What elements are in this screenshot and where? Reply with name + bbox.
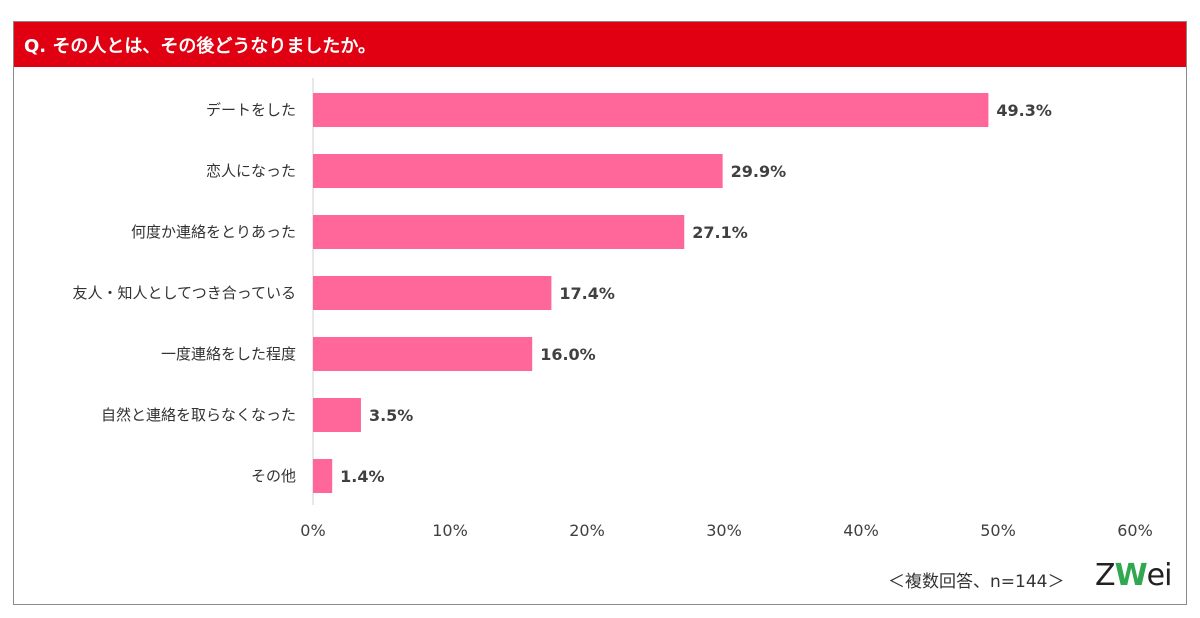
tick-label: 0% (300, 521, 325, 540)
tick-label: 50% (980, 521, 1016, 540)
value-label: 29.9% (731, 162, 787, 181)
value-label: 17.4% (559, 284, 615, 303)
question-header: Q. その人とは、その後どうなりましたか。 (14, 22, 1186, 67)
value-label: 27.1% (692, 223, 748, 242)
bar (313, 93, 989, 127)
value-label: 1.4% (340, 467, 384, 486)
bar (313, 459, 333, 493)
zwei-logo: ZWei (1095, 558, 1173, 593)
value-label: 49.3% (996, 101, 1052, 120)
question-title: Q. その人とは、その後どうなりましたか。 (24, 36, 377, 57)
tick-label: 30% (706, 521, 742, 540)
category-label: デートをした (206, 101, 296, 119)
category-label: 一度連絡をした程度 (161, 345, 296, 363)
category-labels: デートをした恋人になった何度か連絡をとりあった友人・知人としてつき合っている一度… (72, 101, 296, 485)
category-label: 何度か連絡をとりあった (131, 223, 296, 241)
tick-label: 20% (569, 521, 605, 540)
bar (313, 154, 723, 188)
value-labels: 49.3% 29.9% 27.1% 17.4% 16.0% 3.5% 1.4% (340, 101, 1052, 486)
bar (313, 276, 552, 310)
value-label: 16.0% (540, 345, 596, 364)
tick-label: 10% (432, 521, 468, 540)
value-label: 3.5% (369, 406, 413, 425)
logo-w: W (1114, 558, 1148, 593)
logo-rest: ei (1146, 558, 1173, 593)
tick-label: 40% (843, 521, 879, 540)
bars-group (313, 93, 989, 493)
footnote: ＜複数回答、n=144＞ (888, 572, 1065, 592)
category-label: 友人・知人としてつき合っている (72, 284, 296, 302)
category-label: その他 (251, 467, 296, 485)
logo-z: Z (1095, 558, 1116, 593)
bar (313, 215, 685, 249)
x-axis-ticks: 0% 10% 20% 30% 40% 50% 60% (300, 521, 1152, 540)
bar (313, 398, 361, 432)
bar (313, 337, 533, 371)
tick-label: 60% (1117, 521, 1153, 540)
category-label: 自然と連絡を取らなくなった (101, 406, 296, 424)
category-label: 恋人になった (206, 162, 296, 180)
